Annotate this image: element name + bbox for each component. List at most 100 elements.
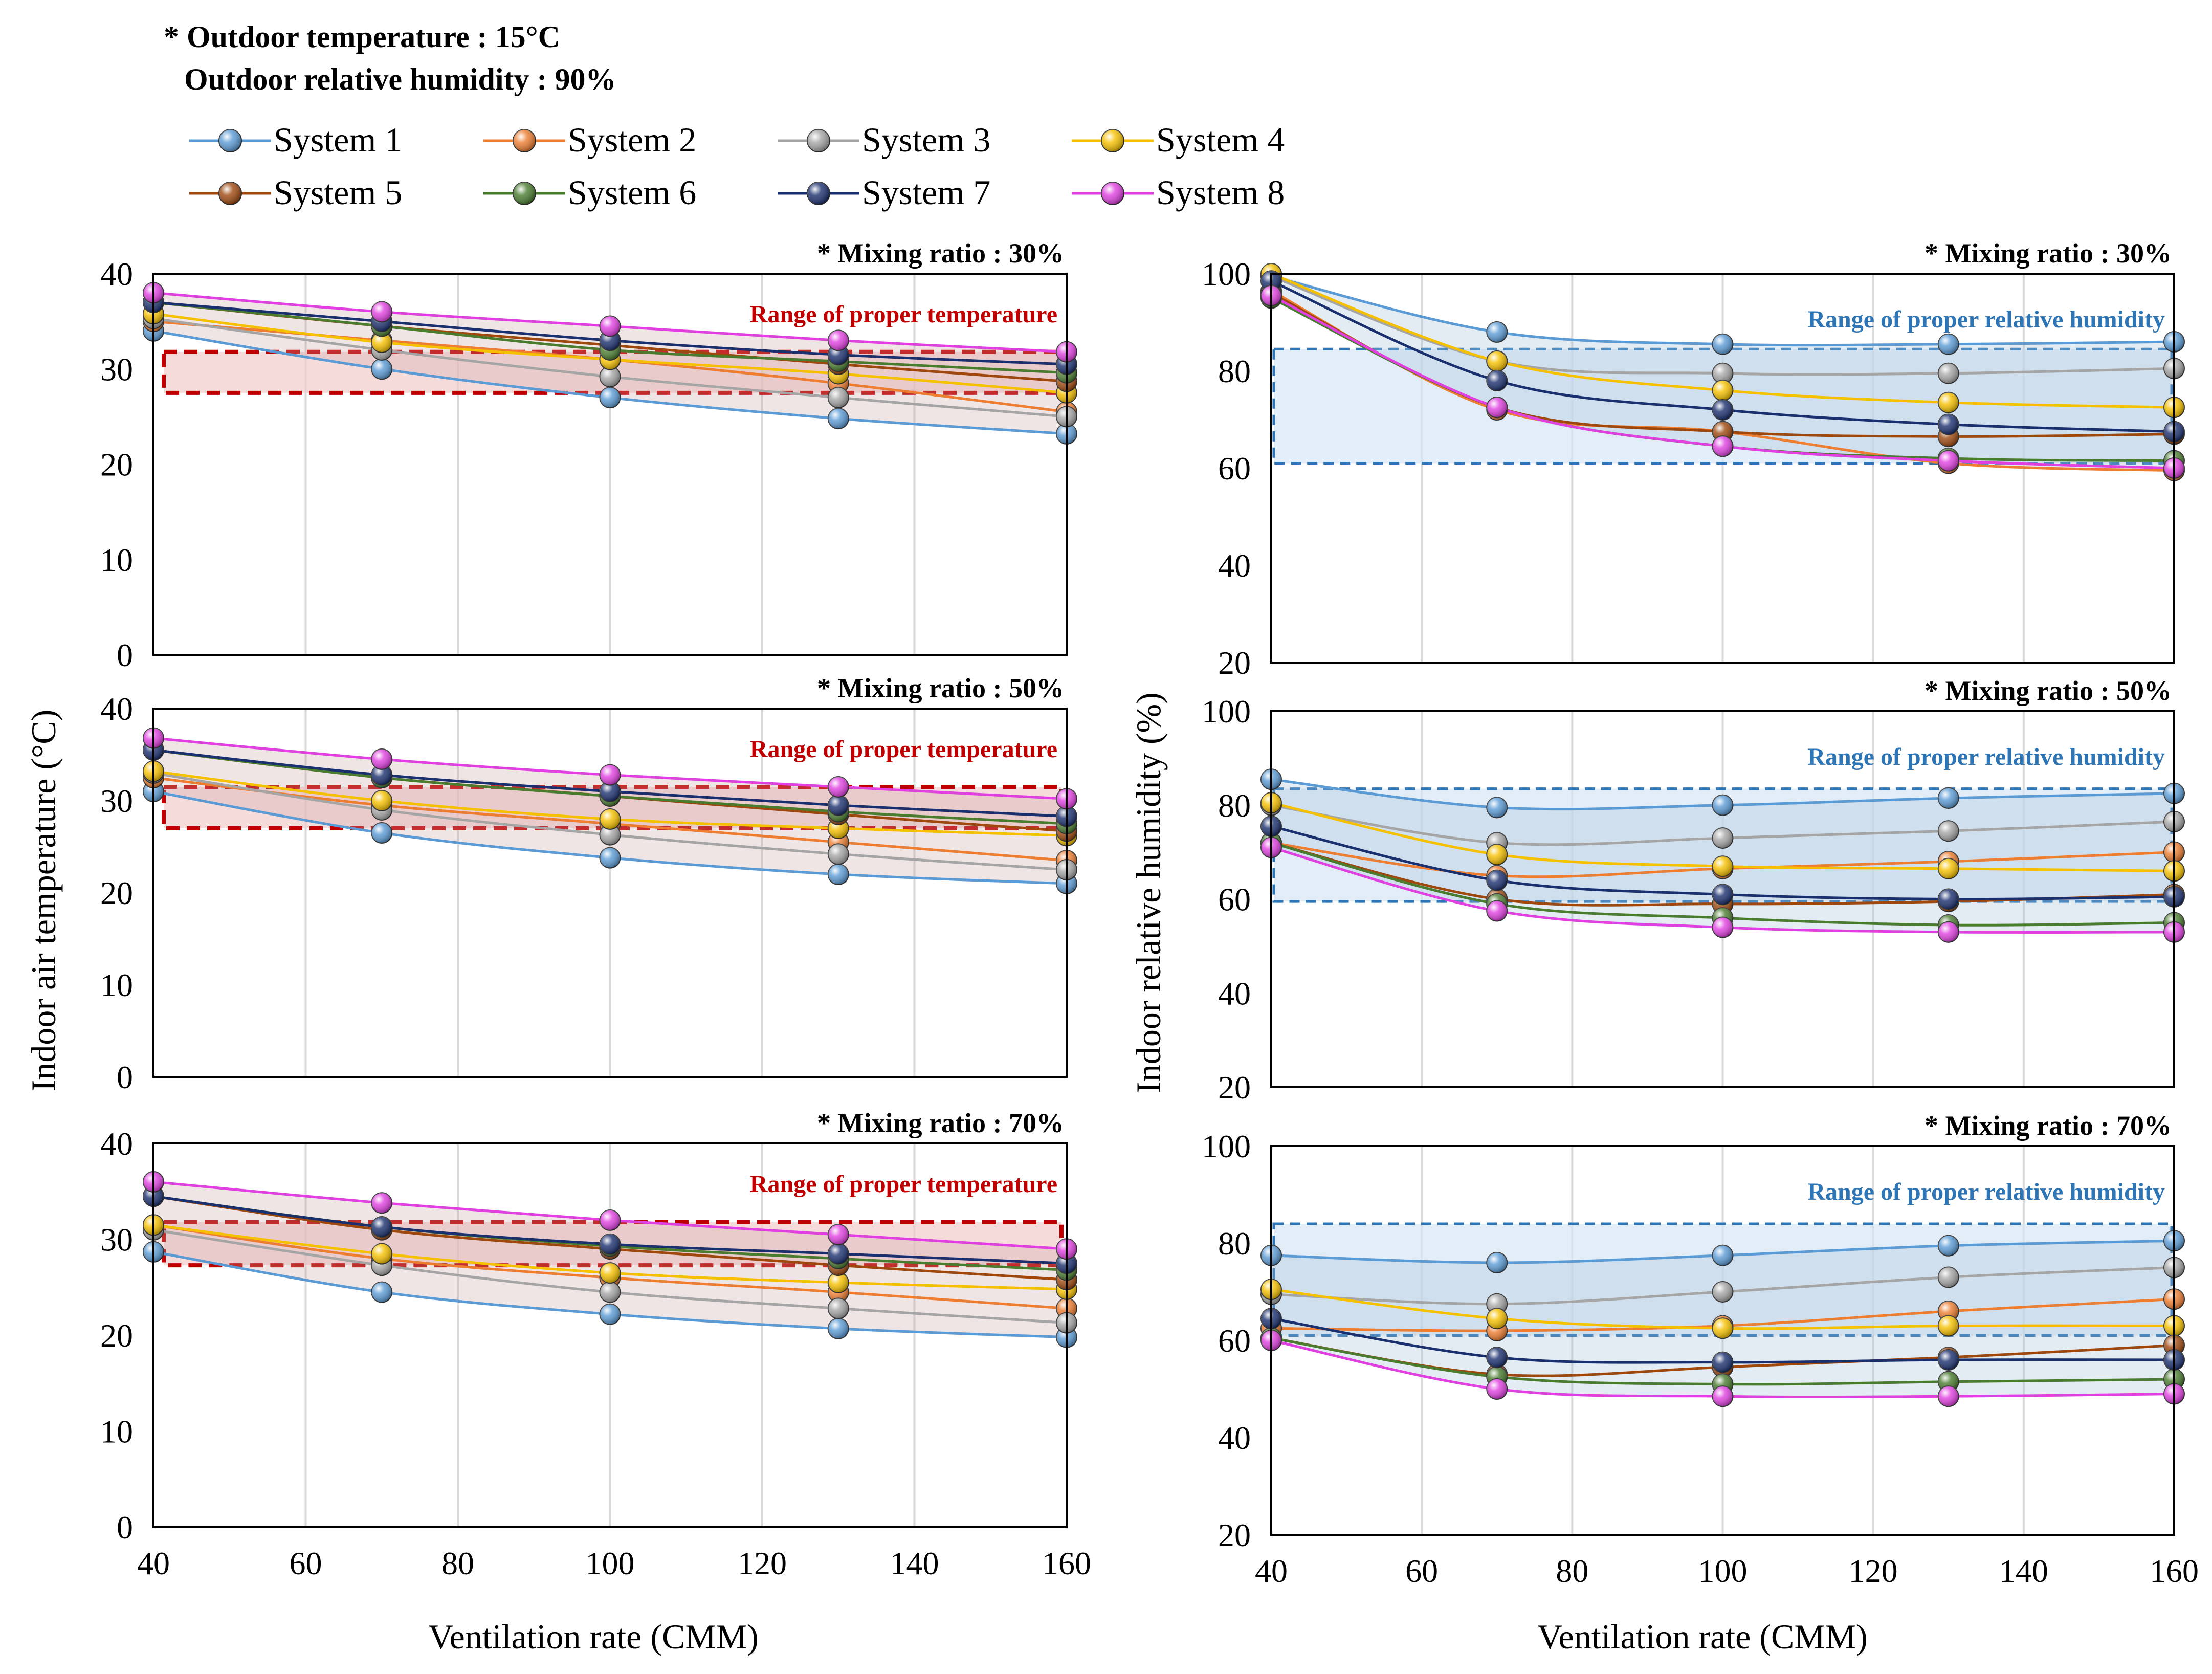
legend-item-system-3: System 3 (778, 120, 990, 159)
legend-label-7: System 7 (862, 173, 990, 212)
y-tick-label: 60 (1218, 450, 1251, 487)
data-point-shine (600, 387, 621, 408)
data-point-shine (1712, 828, 1733, 849)
data-point-shine (828, 795, 849, 816)
data-point-shine (1712, 1282, 1733, 1302)
plot-frame (152, 1142, 1068, 1528)
panel-title: * Mixing ratio : 30% (817, 238, 1064, 269)
legend-marker-shine (513, 182, 536, 205)
condition-humidity: Outdoor relative humidity : 90% (184, 62, 616, 96)
panel-title: * Mixing ratio : 30% (1925, 238, 2172, 269)
y-tick-label: 20 (100, 875, 133, 911)
data-point-shine (828, 844, 849, 865)
y-tick-label: 100 (1202, 256, 1251, 292)
data-point-shine (1938, 921, 1959, 942)
y-tick-label: 10 (100, 1414, 133, 1450)
legend-item-system-2: System 2 (483, 120, 696, 159)
y-tick-label: 80 (1218, 1225, 1251, 1262)
data-point-shine (1487, 870, 1508, 891)
legend-label-6: System 6 (568, 173, 696, 212)
data-point-shine (600, 1282, 621, 1303)
y-tick-label: 40 (1218, 1420, 1251, 1456)
data-point-shine (371, 749, 392, 769)
y-tick-label: 30 (100, 1222, 133, 1258)
data-point-shine (1487, 1252, 1508, 1273)
y-tick-label: 40 (1218, 547, 1251, 584)
data-point-shine (1938, 1315, 1959, 1336)
data-point-shine (600, 1304, 621, 1325)
data-point-shine (600, 809, 621, 829)
band-label: Range of proper relative humidity (1807, 306, 2165, 333)
legend-marker-shine (1101, 182, 1124, 205)
data-point-shine (371, 1282, 392, 1303)
y-tick-label: 10 (100, 967, 133, 1003)
data-point-shine (1938, 392, 1959, 413)
x-tick-label: 100 (1698, 1553, 1748, 1589)
x-tick-label: 40 (1255, 1553, 1288, 1589)
band-label: Range of proper relative humidity (1807, 743, 2165, 770)
y-tick-label: 20 (100, 447, 133, 483)
data-point-shine (600, 824, 621, 845)
x-tick-label: 140 (890, 1545, 939, 1581)
data-point-shine (600, 1263, 621, 1284)
data-point-shine (371, 823, 392, 843)
data-point-shine (371, 332, 392, 353)
plot-frame (1270, 710, 2175, 1088)
data-point-shine (371, 790, 392, 811)
x-tick-label: 100 (586, 1545, 635, 1581)
y-tick-label: 20 (1218, 1069, 1251, 1106)
data-point-shine (828, 387, 849, 408)
panel-title: * Mixing ratio : 50% (1925, 675, 2172, 706)
legend-marker-shine (807, 182, 830, 205)
legend-marker-shine (219, 182, 241, 205)
legend-item-system-5: System 5 (189, 173, 402, 212)
x-tick-label: 60 (290, 1545, 322, 1581)
data-point-shine (1712, 795, 1733, 816)
x-tick-label: 80 (1556, 1553, 1588, 1589)
data-point-shine (1938, 1301, 1959, 1321)
data-point-shine (1938, 1386, 1959, 1407)
plot-frame (152, 273, 1068, 656)
legend-label-3: System 3 (862, 120, 990, 159)
data-point-shine (1938, 1267, 1959, 1288)
data-point-shine (1712, 1245, 1733, 1266)
panel-5: 20 40 60 80 100 * Mixing ratio : 50% Range of … (1202, 675, 2185, 1106)
rh-xlabel: Ventilation rate (CMM) (1537, 1617, 1868, 1656)
data-point-shine (1487, 844, 1508, 865)
legend-marker-shine (219, 129, 241, 152)
y-tick-label: 100 (1202, 1128, 1251, 1164)
panel-1: 0 10 20 30 40 * Mixing ratio : 30% Range of pr… (100, 238, 1077, 673)
data-point-shine (1487, 370, 1508, 391)
data-point-shine (1712, 1352, 1733, 1373)
y-tick-label: 40 (100, 256, 133, 292)
data-point-shine (1487, 1347, 1508, 1368)
data-point-shine (828, 864, 849, 885)
data-point-shine (828, 1272, 849, 1293)
data-point-shine (1487, 900, 1508, 921)
data-point-shine (828, 408, 849, 429)
data-point-shine (1938, 1350, 1959, 1370)
data-point-shine (1938, 334, 1959, 355)
data-point-shine (1938, 889, 1959, 910)
y-tick-label: 40 (100, 1126, 133, 1162)
plot-frame (1270, 273, 2175, 664)
plot-frame (152, 708, 1068, 1078)
y-tick-label: 100 (1202, 693, 1251, 730)
legend-label-4: System 4 (1156, 120, 1285, 159)
rh-ylabel: Indoor relative humidity (%) (1129, 692, 1168, 1093)
legend-item-system-6: System 6 (483, 173, 696, 212)
data-point-shine (600, 366, 621, 387)
data-point-shine (1938, 414, 1959, 435)
data-point-shine (1712, 1386, 1733, 1407)
x-tick-label: 60 (1405, 1553, 1438, 1589)
data-point-shine (1938, 858, 1959, 879)
data-point-shine (828, 1318, 849, 1339)
panel-2: 0 10 20 30 40 * Mixing ratio : 50% Range of pr… (100, 673, 1077, 1095)
y-tick-label: 0 (117, 637, 133, 673)
data-point-shine (1712, 334, 1733, 355)
y-tick-label: 80 (1218, 353, 1251, 389)
data-point-shine (1712, 400, 1733, 420)
legend-label-2: System 2 (568, 120, 696, 159)
data-point-shine (1487, 1308, 1508, 1329)
